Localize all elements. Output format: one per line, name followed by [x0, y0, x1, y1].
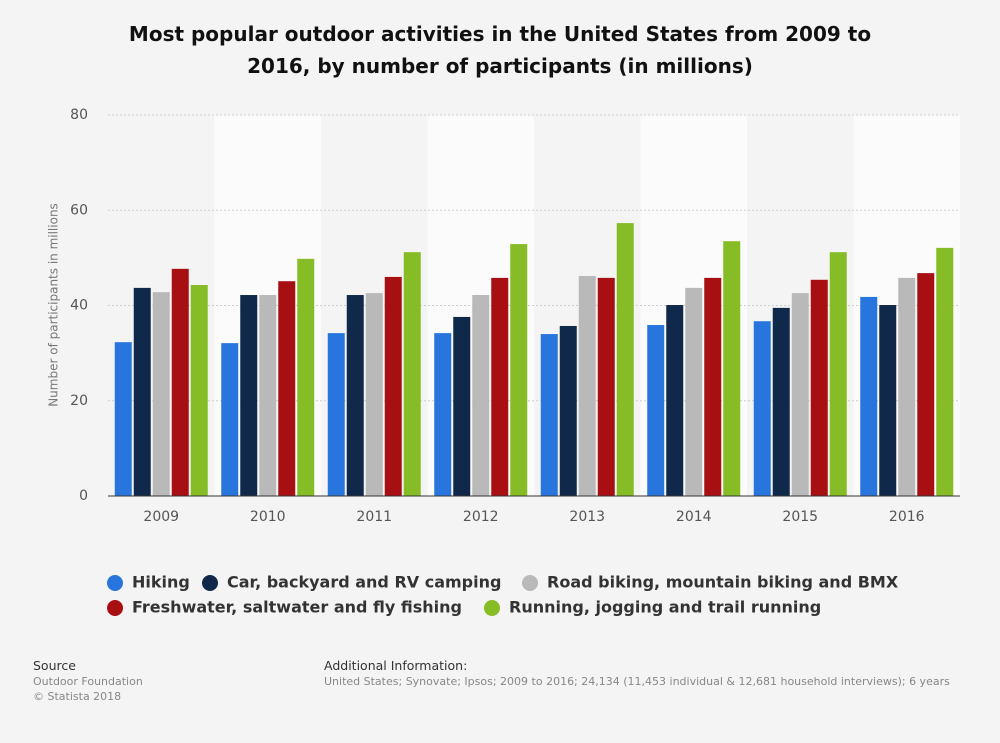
- info-text: United States; Synovate; Ipsos; 2009 to …: [324, 675, 950, 688]
- bar: [384, 276, 402, 496]
- source: Source Outdoor Foundation © Statista 201…: [33, 658, 143, 703]
- bar: [114, 342, 132, 496]
- additional-info: Additional Information: United States; S…: [324, 658, 1000, 688]
- bar: [327, 333, 345, 496]
- legend-marker: [107, 600, 123, 616]
- bar: [491, 277, 509, 496]
- y-tick-label: 60: [70, 202, 88, 218]
- bar: [723, 241, 741, 496]
- legend-marker: [107, 575, 123, 591]
- legend-marker: [202, 575, 218, 591]
- source-text: Outdoor Foundation: [33, 675, 143, 688]
- bar: [365, 293, 383, 496]
- bar: [616, 223, 634, 496]
- chart: Most popular outdoor activities in the U…: [47, 22, 960, 617]
- bar: [829, 252, 847, 496]
- bar: [133, 287, 151, 496]
- bar: [297, 258, 315, 496]
- bar: [810, 279, 828, 496]
- bar: [597, 277, 615, 496]
- bar: [917, 273, 935, 496]
- chart-title: Most popular outdoor activities in the U…: [129, 22, 871, 78]
- bar: [753, 321, 771, 496]
- legend-label: Freshwater, saltwater and fly fishing: [132, 598, 462, 617]
- bar: [453, 316, 471, 496]
- y-tick-label: 0: [79, 488, 88, 504]
- bar: [403, 252, 421, 496]
- x-tick-label: 2014: [676, 509, 712, 525]
- legend-label: Car, backyard and RV camping: [227, 573, 501, 592]
- x-tick-label: 2013: [569, 509, 605, 525]
- bar: [171, 268, 189, 496]
- bar: [346, 295, 364, 496]
- bar: [434, 333, 452, 496]
- bar: [936, 247, 954, 496]
- y-tick-label: 40: [70, 298, 88, 314]
- x-tick-label: 2015: [782, 509, 818, 525]
- bar: [152, 292, 170, 496]
- bar: [221, 343, 239, 496]
- bar: [240, 295, 258, 496]
- x-tick-label: 2010: [250, 509, 286, 525]
- bar: [860, 296, 878, 496]
- legend-label: Hiking: [132, 573, 190, 592]
- bar: [791, 293, 809, 496]
- info-heading: Additional Information:: [324, 658, 468, 673]
- x-tick-label: 2011: [356, 509, 392, 525]
- legend-marker: [484, 600, 500, 616]
- bar: [190, 285, 208, 496]
- legend-label: Running, jogging and trail running: [509, 598, 821, 617]
- legend-marker: [522, 575, 538, 591]
- bar: [647, 325, 665, 496]
- x-tick-label: 2016: [889, 509, 925, 525]
- legend-label: Road biking, mountain biking and BMX: [547, 573, 899, 592]
- bar: [510, 244, 528, 496]
- y-axis-label: Number of participants in millions: [47, 203, 61, 407]
- bar: [259, 295, 277, 496]
- bar: [278, 281, 296, 496]
- bar: [666, 305, 684, 496]
- y-tick-label: 20: [70, 393, 88, 409]
- bar: [879, 305, 897, 496]
- x-tick-label: 2012: [463, 509, 499, 525]
- copyright: © Statista 2018: [33, 690, 122, 703]
- source-heading: Source: [33, 658, 76, 673]
- bar: [898, 277, 916, 496]
- bar: [685, 287, 703, 496]
- y-tick-label: 80: [70, 107, 88, 123]
- x-tick-label: 2009: [143, 509, 179, 525]
- bar: [704, 277, 722, 496]
- bar: [559, 325, 577, 496]
- bar: [772, 307, 790, 496]
- bar: [578, 275, 596, 496]
- bar: [540, 334, 558, 496]
- bar: [472, 295, 490, 496]
